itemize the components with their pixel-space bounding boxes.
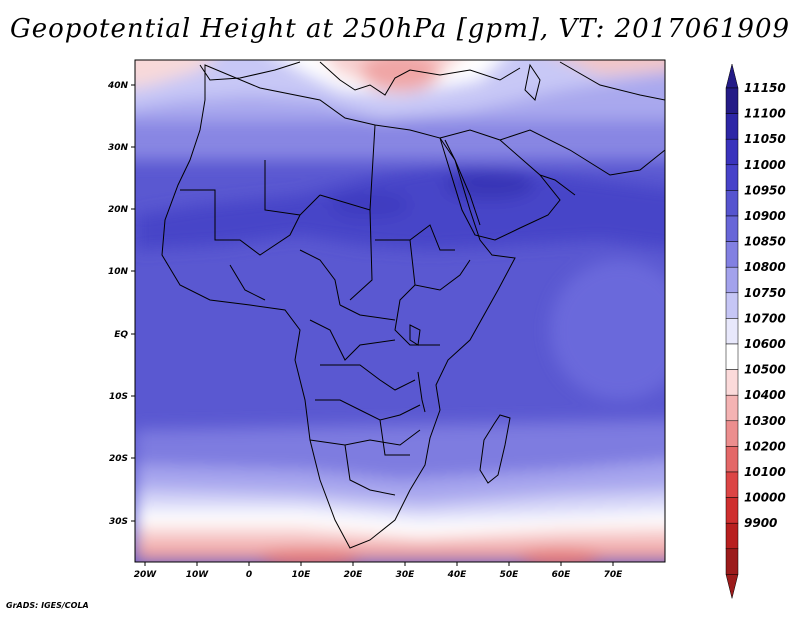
colorbar-label: 10100 xyxy=(744,465,786,479)
colorbar-label: 10950 xyxy=(744,183,786,197)
colorbar-swatch xyxy=(725,471,739,498)
colorbar-swatch xyxy=(725,522,739,550)
colorbar-swatch xyxy=(725,241,739,268)
colorbar-label: 11000 xyxy=(744,158,786,172)
lat-label: EQ xyxy=(114,330,128,340)
colorbar-label: 11100 xyxy=(744,107,786,121)
lat-label: 30N xyxy=(108,143,129,153)
lat-label: 10N xyxy=(108,267,129,277)
colorbar-label: 9900 xyxy=(744,516,777,530)
colorbar-top-arrow xyxy=(725,63,739,89)
colorbar-swatch xyxy=(725,548,739,575)
lat-label: 10S xyxy=(109,392,128,402)
colorbar-swatch xyxy=(725,318,739,345)
lon-label: 50E xyxy=(500,570,520,580)
colorbar-swatch xyxy=(725,292,739,319)
lat-label: 20N xyxy=(108,205,129,215)
colorbar-label: 10000 xyxy=(744,491,786,505)
colorbar-swatch xyxy=(725,87,739,114)
map-title: Geopotential Height at 250hPa [gpm], VT:… xyxy=(9,14,791,44)
colorbar-swatch xyxy=(725,113,739,140)
lon-label: 20W xyxy=(134,570,158,580)
colorbar-swatch xyxy=(725,215,739,242)
lat-label: 40N xyxy=(107,81,129,91)
colorbar-swatch xyxy=(725,446,739,473)
lon-label: 70E xyxy=(604,570,624,580)
colorbar-label: 10300 xyxy=(744,414,786,428)
colorbar-swatch xyxy=(725,369,739,396)
plot-frame xyxy=(134,59,666,563)
colorbar-label: 10600 xyxy=(744,337,786,351)
colorbar-swatch xyxy=(725,138,739,166)
grads-credit: GrADS: IGES/COLA xyxy=(6,601,89,610)
lon-axis: 20W 10W 0 10E 20E 30E 40E 50E 60E 70E xyxy=(134,562,623,580)
colorbar-label: 10500 xyxy=(744,363,786,377)
coastlines xyxy=(161,61,665,549)
colorbar-swatch xyxy=(725,497,739,524)
lon-label: 0 xyxy=(246,570,252,580)
colorbar-swatch xyxy=(725,394,739,422)
lon-label: 60E xyxy=(552,570,572,580)
colorbar-label: 10800 xyxy=(744,260,786,274)
lat-label: 20S xyxy=(109,454,128,464)
lat-axis: 40N 30N 20N 10N EQ 10S 20S 30S xyxy=(107,81,135,527)
lon-label: 10E xyxy=(292,570,312,580)
lon-label: 10W xyxy=(186,570,210,580)
colorbar-label: 10900 xyxy=(744,209,786,223)
height-field xyxy=(135,60,665,562)
lon-label: 30E xyxy=(396,570,416,580)
colorbar-swatch xyxy=(725,343,739,370)
colorbar-swatch xyxy=(725,420,739,447)
colorbar-label: 11150 xyxy=(744,81,786,95)
lat-label: 30S xyxy=(109,517,128,527)
colorbar-label: 11050 xyxy=(744,132,786,146)
lon-label: 40E xyxy=(447,570,468,580)
colorbar: 11150 11100 11050 11000 10950 10900 10850 10800… xyxy=(725,63,786,599)
colorbar-label: 10850 xyxy=(744,235,786,249)
colorbar-swatch xyxy=(725,190,739,217)
colorbar-label: 10700 xyxy=(744,311,786,325)
lon-label: 20E xyxy=(344,570,364,580)
colorbar-swatch xyxy=(725,164,739,191)
colorbar-bottom-arrow xyxy=(725,574,739,599)
colorbar-label: 10200 xyxy=(744,439,786,453)
colorbar-swatch xyxy=(725,266,739,294)
colorbar-label: 10400 xyxy=(744,388,786,402)
colorbar-label: 10750 xyxy=(744,286,786,300)
